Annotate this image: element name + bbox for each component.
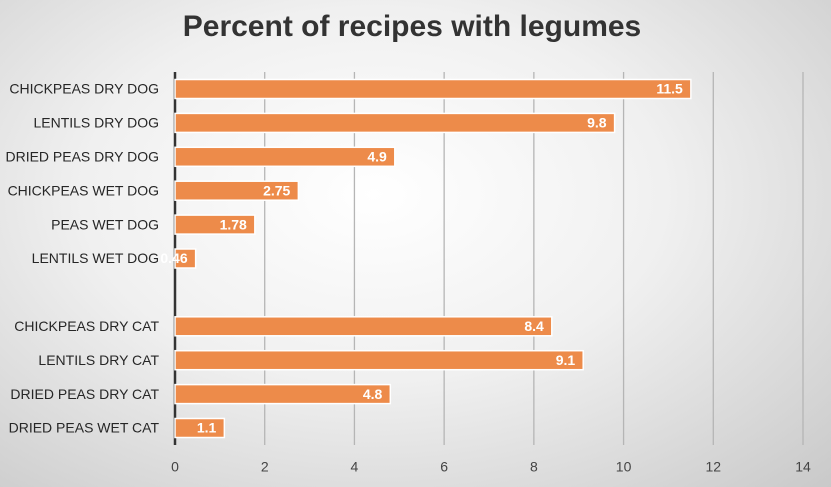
value-label: 9.1 [556, 352, 576, 368]
y-tick-label: DRIED PEAS WET CAT [9, 420, 160, 436]
bar [174, 383, 392, 405]
chart-title: Percent of recipes with legumes [183, 10, 641, 43]
x-tick-label: 2 [261, 459, 269, 475]
y-tick-label: DRIED PEAS DRY DOG [5, 149, 159, 165]
value-label: 4.8 [363, 386, 383, 402]
value-label: 2.75 [263, 182, 290, 198]
value-label: 1.1 [197, 420, 217, 436]
x-tick-label: 10 [616, 459, 632, 475]
y-tick-label: LENTILS DRY DOG [33, 115, 159, 131]
y-tick-label: DRIED PEAS DRY CAT [10, 386, 159, 402]
bar [174, 146, 396, 168]
bar [174, 316, 553, 337]
bar [174, 112, 616, 134]
x-tick-label: 8 [530, 459, 538, 475]
y-tick-label: LENTILS WET DOG [32, 250, 159, 266]
x-tick-label: 14 [795, 459, 811, 475]
bar [174, 180, 300, 201]
bar [174, 78, 692, 100]
value-label: 9.8 [587, 115, 607, 131]
x-tick-label: 4 [351, 459, 359, 475]
y-tick-label: CHICKPEAS WET DOG [8, 182, 159, 198]
value-label: 4.9 [367, 149, 387, 165]
value-label: 8.4 [524, 318, 544, 334]
y-tick-label: LENTILS DRY CAT [38, 352, 159, 368]
bar [174, 349, 584, 371]
x-tick-label: 6 [440, 459, 448, 475]
y-tick-label: CHICKPEAS DRY CAT [14, 318, 159, 334]
y-tick-label: CHICKPEAS DRY DOG [9, 81, 159, 97]
value-label: 1.78 [220, 216, 247, 232]
bar [174, 248, 197, 269]
bar [174, 214, 256, 235]
value-label: 11.5 [656, 81, 683, 97]
x-tick-label: 12 [705, 459, 721, 475]
bar [174, 417, 226, 439]
value-label: 0.46 [160, 250, 187, 266]
x-tick-label: 0 [171, 459, 179, 475]
y-tick-label: PEAS WET DOG [51, 216, 159, 232]
